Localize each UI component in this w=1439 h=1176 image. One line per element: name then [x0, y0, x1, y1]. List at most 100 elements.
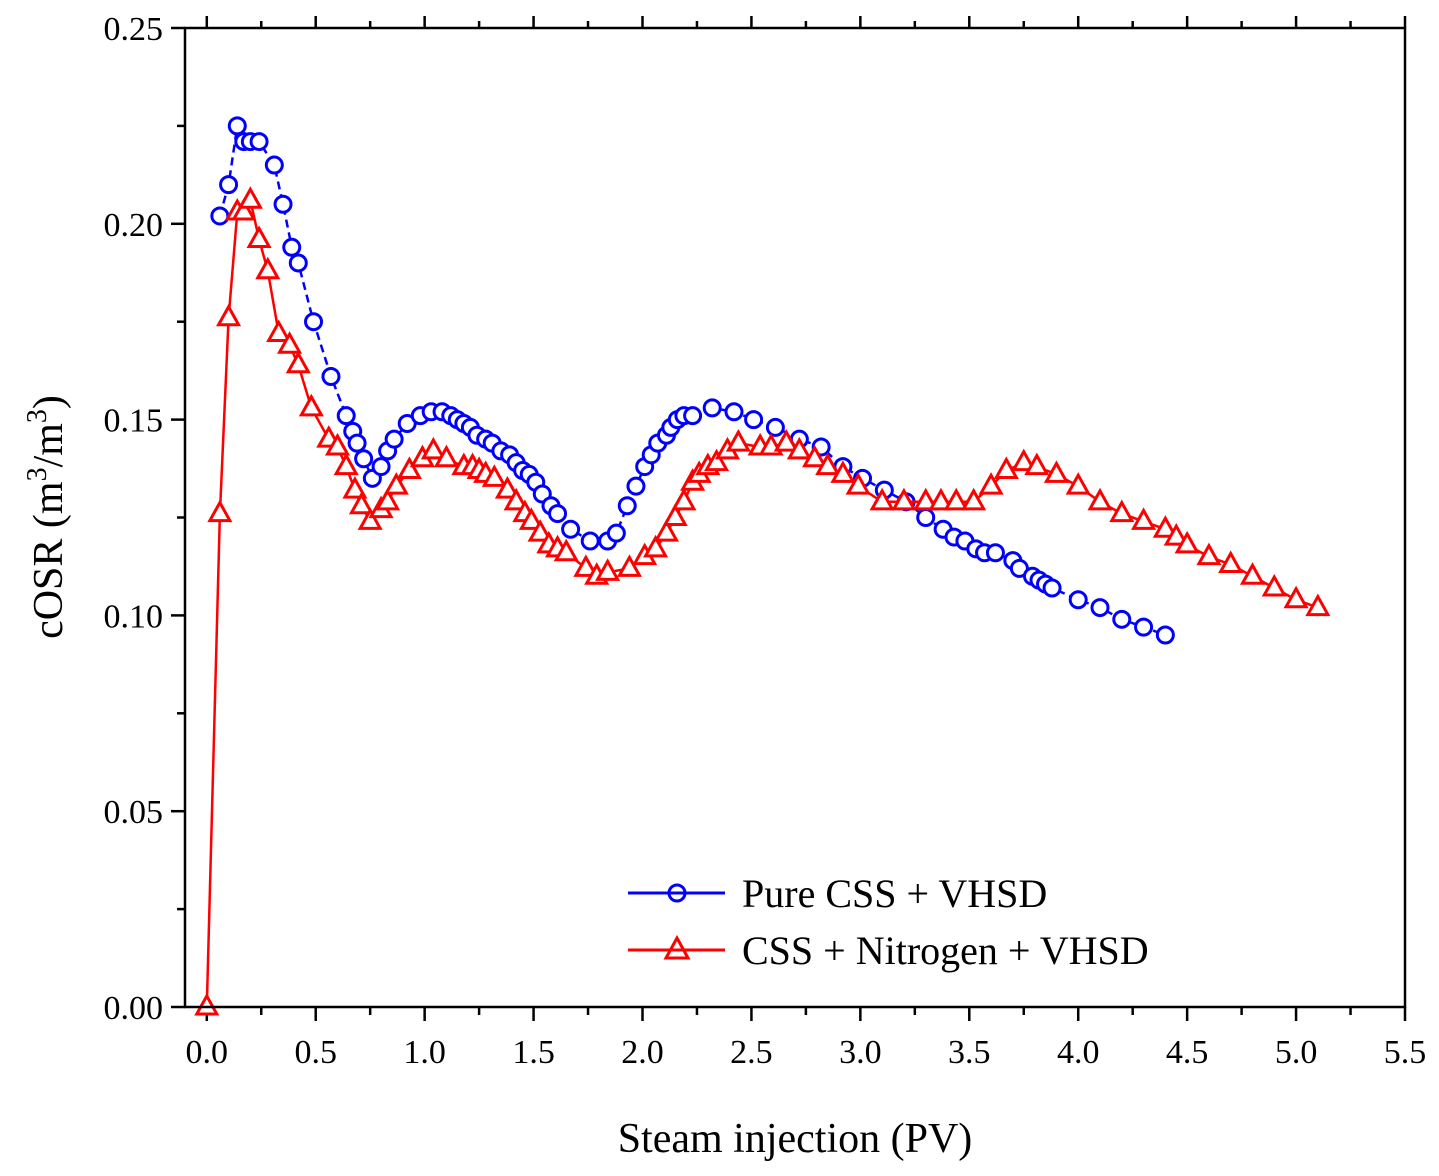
data-point-circle	[227, 116, 247, 136]
data-point-circle	[282, 237, 302, 257]
y-axis-title: cOSR (m3/m3)	[22, 395, 72, 639]
x-tick-label: 2.0	[621, 1034, 664, 1071]
x-tick-label: 2.5	[730, 1034, 773, 1071]
y-tick-label: 0.10	[104, 598, 164, 635]
plot-frame	[183, 26, 1407, 1009]
data-point-triangle	[643, 534, 669, 558]
data-point-triangle	[396, 456, 422, 480]
data-point-circle	[548, 504, 568, 524]
data-point-circle	[1042, 578, 1062, 598]
x-tick-label: 1.0	[403, 1034, 446, 1071]
data-point-triangle	[573, 554, 599, 577]
data-point-triangle	[298, 393, 324, 417]
data-point-triangle	[324, 432, 351, 456]
data-point-circle	[724, 402, 744, 422]
data-point-triangle	[231, 197, 257, 221]
legend-label-pure-css: Pure CSS + VHSD	[742, 871, 1047, 916]
data-point-triangle	[1174, 530, 1200, 554]
data-point-circle	[580, 531, 600, 551]
data-point-circle	[561, 519, 581, 539]
data-point-circle	[264, 155, 284, 175]
data-point-triangle	[277, 331, 303, 354]
data-point-circle	[219, 175, 239, 195]
data-point-triangle	[503, 487, 529, 511]
data-point-triangle	[527, 519, 553, 542]
data-point-triangle	[1196, 542, 1222, 566]
x-tick-label: 3.0	[839, 1034, 882, 1071]
data-point-triangle	[333, 452, 359, 476]
legend: Pure CSS + VHSD CSS + Nitrogen + VHSD	[628, 871, 1149, 973]
data-point-circle	[1090, 598, 1110, 618]
data-point-triangle	[1261, 573, 1287, 597]
data-point-circle	[273, 194, 293, 214]
x-tick-label: 0.0	[186, 1034, 229, 1071]
data-point-triangle	[207, 499, 233, 523]
data-point-triangle	[266, 319, 292, 342]
data-point-triangle	[348, 491, 375, 515]
data-point-triangle	[1305, 593, 1331, 617]
data-point-triangle	[342, 475, 368, 499]
data-point-triangle	[1131, 507, 1157, 530]
data-point-triangle	[1218, 550, 1244, 573]
data-point-circle	[371, 457, 391, 477]
data-point-triangle	[420, 436, 446, 460]
data-point-triangle	[194, 992, 220, 1016]
data-point-triangle	[518, 507, 544, 530]
x-tick-label: 3.5	[948, 1034, 991, 1071]
data-point-circle	[916, 508, 936, 527]
x-axis: 0.0 0.5 1.0 1.5 2.0 2.5 3.0 3.5 4.0 4.5 5.0 5.5	[186, 16, 1427, 1071]
data-point-circle	[321, 367, 341, 387]
data-point-circle	[702, 398, 722, 418]
data-point-circle	[1112, 609, 1132, 629]
data-point-triangle	[943, 487, 969, 511]
data-point-circle	[210, 206, 230, 226]
y-tick-label: 0.20	[104, 207, 164, 244]
data-point-triangle	[433, 444, 459, 468]
data-point-triangle	[616, 554, 642, 577]
data-point-circle	[617, 496, 637, 516]
data-point-triangle	[595, 558, 621, 581]
data-point-triangle	[1152, 515, 1178, 538]
data-point-circle	[765, 417, 785, 437]
series-0	[210, 116, 1175, 645]
data-point-circle	[1134, 617, 1154, 637]
series-1	[194, 186, 1331, 1016]
data-point-triangle	[1239, 562, 1266, 585]
data-point-triangle	[237, 186, 263, 209]
data-point-circle	[347, 433, 367, 453]
data-point-circle	[1155, 625, 1175, 645]
data-point-triangle	[786, 436, 812, 460]
data-point-triangle	[725, 429, 751, 452]
legend-label-css-nitrogen: CSS + Nitrogen + VHSD	[742, 928, 1149, 973]
data-point-triangle	[1011, 448, 1037, 472]
data-point-circle	[304, 312, 324, 332]
x-tick-label: 1.5	[512, 1034, 555, 1071]
x-tick-label: 4.0	[1057, 1034, 1100, 1071]
data-point-triangle	[671, 487, 697, 511]
data-point-triangle	[815, 452, 841, 476]
data-point-circle	[288, 253, 308, 273]
data-point-triangle	[773, 429, 799, 452]
data-point-triangle	[216, 303, 242, 327]
data-point-triangle	[1065, 472, 1091, 495]
data-point-triangle	[255, 256, 281, 280]
data-point-triangle	[891, 487, 917, 511]
data-point-triangle	[704, 448, 730, 472]
x-tick-label: 4.5	[1166, 1034, 1209, 1071]
x-axis-title: Steam injection (PV)	[618, 1116, 973, 1162]
x-tick-label: 5.5	[1384, 1034, 1427, 1071]
data-point-circle	[626, 476, 646, 496]
data-point-circle	[384, 429, 404, 449]
data-point-circle	[1068, 590, 1088, 610]
data-point-triangle	[1283, 585, 1309, 609]
data-point-circle	[744, 410, 764, 430]
data-point-triangle	[246, 225, 272, 248]
data-point-triangle	[830, 460, 856, 483]
data-point-triangle	[662, 503, 688, 526]
data-point-triangle	[1087, 487, 1113, 511]
data-point-circle	[985, 543, 1005, 563]
x-tick-label: 5.0	[1275, 1034, 1318, 1071]
y-tick-label: 0.00	[104, 990, 164, 1027]
